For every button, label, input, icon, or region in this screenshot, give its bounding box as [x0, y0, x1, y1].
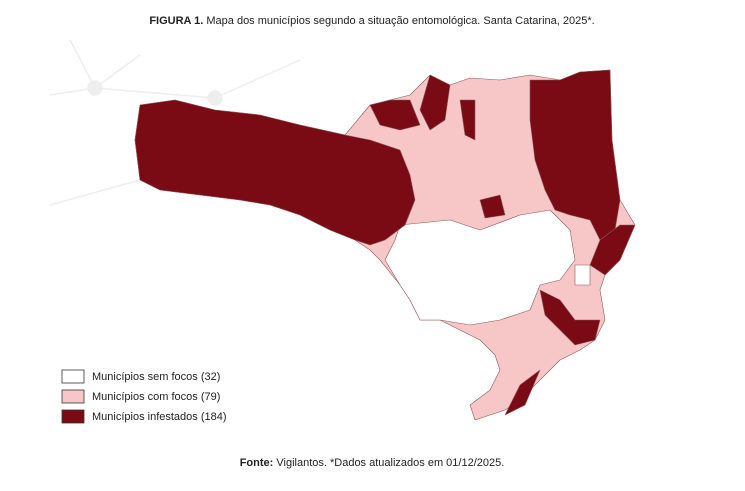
- map-region: [539, 289, 601, 346]
- caption-text: Mapa dos municípios segundo a situação e…: [206, 15, 594, 27]
- legend: Municípios sem focos (32) Municípios com …: [61, 369, 227, 424]
- map-region: [504, 369, 541, 416]
- map-region: [419, 74, 451, 131]
- figure-label: FIGURA 1.: [149, 15, 203, 27]
- source-note: Fonte: Vigilantos. *Dados atualizados em…: [240, 457, 505, 469]
- map-region: [134, 99, 416, 246]
- map-region: [459, 99, 476, 141]
- map-region: [479, 194, 506, 219]
- legend-swatch: [61, 369, 85, 384]
- map-region: [574, 264, 591, 286]
- source-label: Fonte:: [240, 457, 274, 469]
- background-decoration: [49, 39, 301, 206]
- map: [134, 69, 636, 421]
- figure-caption: FIGURA 1. Mapa dos municípios segundo a …: [149, 15, 594, 27]
- source-text: Vigilantos. *Dados atualizados em 01/12/…: [276, 457, 504, 469]
- legend-swatch: [61, 389, 85, 404]
- legend-label: Municípios sem focos (32): [92, 371, 220, 383]
- legend-label: Municípios infestados (184): [92, 411, 227, 423]
- legend-swatch: [61, 409, 85, 424]
- map-region: [384, 209, 576, 326]
- legend-label: Municípios com focos (79): [92, 391, 220, 403]
- map-region: [369, 99, 421, 131]
- map-region: [589, 224, 636, 276]
